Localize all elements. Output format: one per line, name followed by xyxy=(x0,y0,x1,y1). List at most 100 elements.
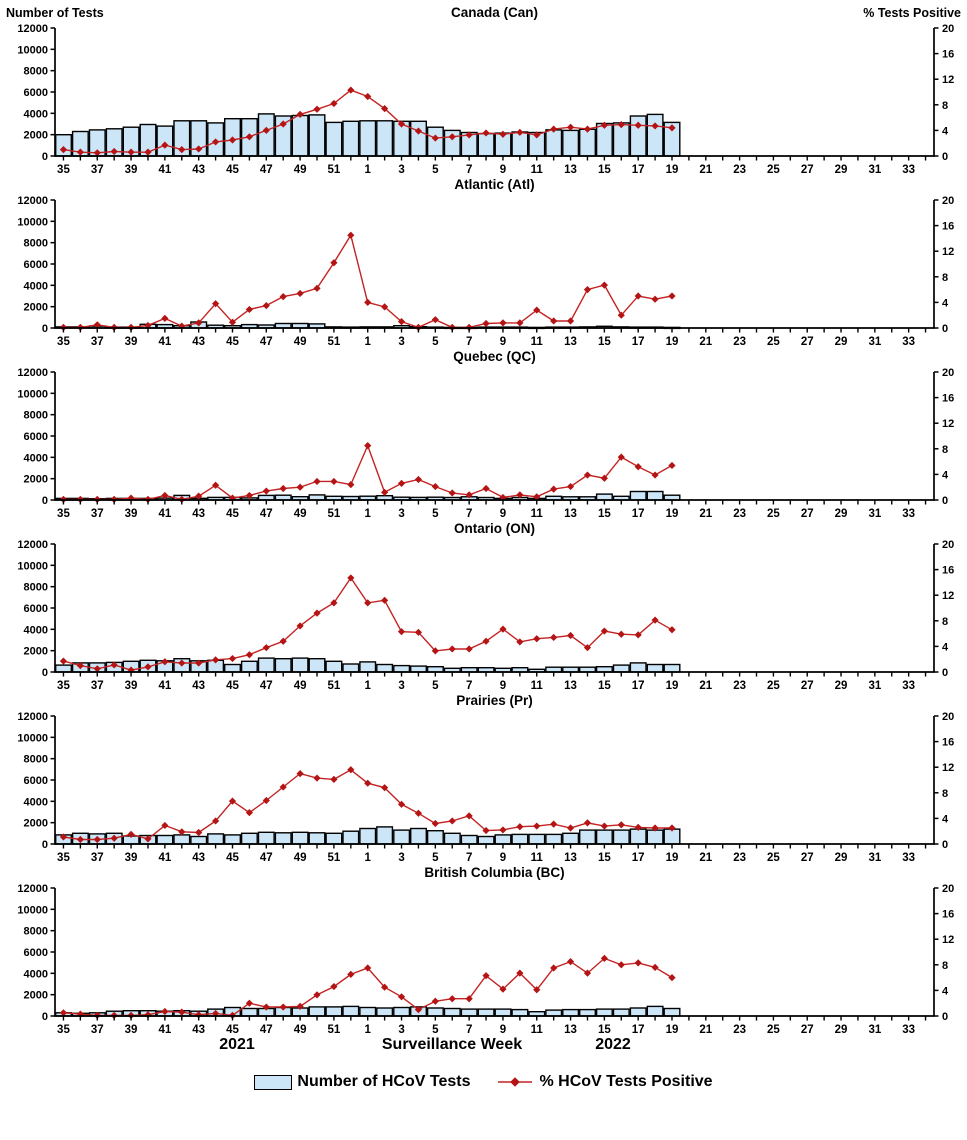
svg-text:7: 7 xyxy=(466,680,472,692)
svg-text:33: 33 xyxy=(902,164,915,176)
svg-text:2000: 2000 xyxy=(24,818,48,830)
chart-panel: Canada (Can) 0 2000 4000 6000 8000 10000 12000 0… xyxy=(0,4,967,176)
svg-text:33: 33 xyxy=(902,336,915,348)
svg-text:6000: 6000 xyxy=(24,259,48,271)
svg-text:0: 0 xyxy=(942,667,948,679)
svg-text:8000: 8000 xyxy=(24,926,48,938)
svg-text:0: 0 xyxy=(942,495,948,507)
svg-text:39: 39 xyxy=(125,1024,138,1036)
panel-title: Canada (Can) xyxy=(450,5,538,20)
svg-text:2000: 2000 xyxy=(24,646,48,658)
svg-text:3: 3 xyxy=(398,336,404,348)
svg-text:35: 35 xyxy=(57,164,70,176)
svg-text:16: 16 xyxy=(942,393,954,405)
svg-text:45: 45 xyxy=(226,680,239,692)
svg-text:27: 27 xyxy=(801,680,814,692)
svg-text:0: 0 xyxy=(42,495,48,507)
svg-text:0: 0 xyxy=(42,839,48,851)
svg-text:0: 0 xyxy=(942,839,948,851)
svg-text:4: 4 xyxy=(942,297,949,309)
svg-text:4: 4 xyxy=(942,813,949,825)
svg-text:2000: 2000 xyxy=(24,302,48,314)
svg-text:3: 3 xyxy=(398,508,404,520)
svg-text:6000: 6000 xyxy=(24,431,48,443)
svg-text:12: 12 xyxy=(942,590,954,602)
svg-text:13: 13 xyxy=(564,680,577,692)
svg-text:51: 51 xyxy=(328,164,341,176)
chart-panel: Prairies (Pr) 0 2000 4000 6000 8000 10000 12000… xyxy=(0,692,967,864)
svg-text:11: 11 xyxy=(531,852,544,864)
svg-text:43: 43 xyxy=(192,680,205,692)
svg-text:21: 21 xyxy=(699,852,712,864)
svg-text:39: 39 xyxy=(125,852,138,864)
left-axis-title: Number of Tests xyxy=(6,6,104,20)
svg-text:0: 0 xyxy=(42,1011,48,1023)
svg-text:3: 3 xyxy=(398,852,404,864)
svg-text:13: 13 xyxy=(564,852,577,864)
svg-text:0: 0 xyxy=(42,323,48,335)
svg-text:29: 29 xyxy=(835,508,848,520)
year-label-2022: 2022 xyxy=(595,1036,631,1053)
panel-title: Quebec (QC) xyxy=(453,349,536,364)
svg-text:6000: 6000 xyxy=(24,87,48,99)
svg-text:4000: 4000 xyxy=(24,796,48,808)
svg-text:16: 16 xyxy=(942,909,954,921)
svg-text:4000: 4000 xyxy=(24,108,48,120)
svg-text:45: 45 xyxy=(226,1024,239,1036)
legend-bars-label: Number of HCoV Tests xyxy=(297,1073,471,1090)
svg-text:10000: 10000 xyxy=(17,216,48,228)
legend-item-tests: Number of HCoV Tests xyxy=(254,1073,470,1091)
svg-text:5: 5 xyxy=(432,852,439,864)
svg-text:12: 12 xyxy=(942,418,954,430)
svg-text:49: 49 xyxy=(294,1024,307,1036)
svg-text:21: 21 xyxy=(699,336,712,348)
svg-text:8: 8 xyxy=(942,960,948,972)
svg-text:21: 21 xyxy=(699,1024,712,1036)
svg-text:19: 19 xyxy=(666,1024,679,1036)
svg-text:8: 8 xyxy=(942,788,948,800)
svg-text:7: 7 xyxy=(466,508,472,520)
svg-text:5: 5 xyxy=(432,508,439,520)
svg-text:45: 45 xyxy=(226,852,239,864)
svg-text:45: 45 xyxy=(226,336,239,348)
svg-text:5: 5 xyxy=(432,336,439,348)
hcov-surveillance-chart: Number of Tests % Tests Positive Canada … xyxy=(0,4,967,1100)
svg-text:31: 31 xyxy=(868,1024,881,1036)
svg-text:0: 0 xyxy=(42,151,48,163)
svg-text:51: 51 xyxy=(328,680,341,692)
svg-text:17: 17 xyxy=(632,508,645,520)
svg-text:20: 20 xyxy=(942,712,954,723)
svg-text:47: 47 xyxy=(260,164,273,176)
line-marker-icon xyxy=(498,1077,533,1087)
svg-text:20: 20 xyxy=(942,368,954,379)
svg-text:9: 9 xyxy=(500,164,506,176)
svg-text:47: 47 xyxy=(260,336,273,348)
svg-text:13: 13 xyxy=(564,336,577,348)
svg-text:16: 16 xyxy=(942,49,954,61)
svg-text:23: 23 xyxy=(733,164,746,176)
svg-text:11: 11 xyxy=(531,1024,544,1036)
svg-text:51: 51 xyxy=(328,1024,341,1036)
svg-text:35: 35 xyxy=(57,336,70,348)
svg-text:15: 15 xyxy=(598,852,611,864)
svg-text:37: 37 xyxy=(91,164,104,176)
svg-text:6000: 6000 xyxy=(24,947,48,959)
svg-text:23: 23 xyxy=(733,1024,746,1036)
svg-text:11: 11 xyxy=(531,680,544,692)
svg-text:15: 15 xyxy=(598,1024,611,1036)
svg-text:8000: 8000 xyxy=(24,410,48,422)
svg-text:25: 25 xyxy=(767,680,780,692)
svg-text:29: 29 xyxy=(835,336,848,348)
svg-text:12: 12 xyxy=(942,74,954,86)
svg-text:21: 21 xyxy=(699,680,712,692)
legend: Number of HCoV Tests % HCoV Tests Positi… xyxy=(0,1064,967,1100)
svg-text:21: 21 xyxy=(699,508,712,520)
svg-text:12: 12 xyxy=(942,934,954,946)
svg-text:10000: 10000 xyxy=(17,732,48,744)
svg-text:51: 51 xyxy=(328,336,341,348)
svg-text:17: 17 xyxy=(632,164,645,176)
svg-text:4: 4 xyxy=(942,641,949,653)
svg-text:35: 35 xyxy=(57,680,70,692)
